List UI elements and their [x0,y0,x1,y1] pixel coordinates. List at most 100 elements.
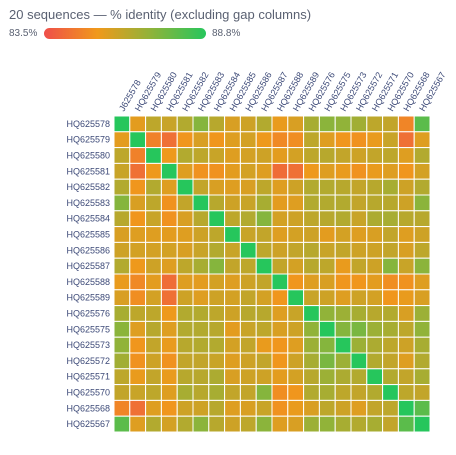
heatmap-cell [113,115,131,133]
heatmap-cell [382,131,399,149]
heatmap-cell [239,368,257,386]
heatmap-cell [208,147,226,164]
heatmap-cell [287,115,305,133]
y-tick-label: HQ625589 [66,293,110,303]
heatmap-cell [239,320,257,338]
heatmap-cell [239,210,257,228]
heatmap-cell [287,226,305,243]
heatmap-cell [287,352,305,370]
heatmap-cell [334,336,352,354]
heatmap-cell [224,115,241,133]
heatmap-cell [287,399,305,417]
heatmap-cell [334,399,352,417]
heatmap-cell [287,210,305,228]
heatmap-cell [397,257,415,275]
heatmap-cell [397,194,415,212]
heatmap-cell [287,368,305,386]
heatmap-cell [287,415,305,433]
heatmap-cell [129,368,147,386]
y-tick-label: HQ625572 [66,356,110,366]
heatmap-cell [303,399,320,417]
heatmap-cell [113,320,131,338]
heatmap-cell [145,131,162,149]
y-tick-label: HQ625576 [66,309,110,319]
heatmap-cell [303,226,320,243]
heatmap-cell [160,399,178,417]
heatmap-cell [145,352,162,370]
heatmap-cell [271,162,289,180]
heatmap-cell [113,241,131,259]
heatmap-cell [192,131,210,149]
heatmap-cell [271,241,289,259]
heatmap-cell [303,368,320,386]
heatmap-cell [255,226,273,243]
heatmap-cell [413,194,431,212]
heatmap-cell [382,336,399,354]
heatmap-cell [413,289,431,307]
heatmap-cell [303,415,320,433]
heatmap-cell [129,210,147,228]
heatmap-cell [271,289,289,307]
heatmap-cell [271,257,289,275]
heatmap-cell [413,399,431,417]
heatmap-cell [192,115,210,133]
heatmap-cell [224,273,241,291]
heatmap-cell [255,305,273,322]
heatmap-cell [208,399,226,417]
heatmap-cell [334,257,352,275]
heatmap-cell [413,273,431,291]
heatmap-cell [129,336,147,354]
heatmap-cell [224,384,241,401]
heatmap-cell [318,399,336,417]
heatmap-cell [176,289,194,307]
heatmap-cell [176,115,194,133]
color-scale-bar [44,28,206,39]
heatmap-cell [176,131,194,149]
heatmap-cell [366,210,384,228]
heatmap-cell [287,257,305,275]
heatmap-cell [239,178,257,196]
heatmap-cell [129,257,147,275]
heatmap-cell [397,178,415,196]
heatmap-cell [239,257,257,275]
heatmap-cell [192,320,210,338]
heatmap-cell [271,147,289,164]
heatmap-cell [224,226,241,243]
heatmap-cell [113,273,131,291]
heatmap-cell [413,162,431,180]
heatmap-cell [303,305,320,322]
heatmap-cell [192,336,210,354]
heatmap-cell [192,289,210,307]
heatmap-cell [129,320,147,338]
heatmap-cell [271,273,289,291]
heatmap-cell [350,131,368,149]
heatmap-cell [413,226,431,243]
heatmap-cell [413,131,431,149]
heatmap-cell [255,147,273,164]
heatmap-cell [176,320,194,338]
heatmap-cell [113,305,131,322]
heatmap-cell [397,289,415,307]
y-tick-label: HQ625584 [66,214,110,224]
heatmap-cell [318,257,336,275]
heatmap-cell [145,257,162,275]
heatmap-cell [176,399,194,417]
heatmap-cell [318,131,336,149]
heatmap-cell [113,257,131,275]
heatmap-cell [366,336,384,354]
y-tick-label: HQ625580 [66,151,110,161]
heatmap-cell [113,210,131,228]
heatmap-cell [413,352,431,370]
heatmap-cell [255,384,273,401]
heatmap-cell [129,384,147,401]
heatmap-cell [382,289,399,307]
heatmap-cell [255,352,273,370]
heatmap-cell [303,210,320,228]
heatmap-cell [303,147,320,164]
heatmap-cell [208,178,226,196]
y-tick-label: HQ625573 [66,340,110,350]
heatmap-cell [318,115,336,133]
heatmap-cell [287,320,305,338]
heatmap-cell [129,415,147,433]
color-scale-max-label: 88.8% [212,28,241,39]
